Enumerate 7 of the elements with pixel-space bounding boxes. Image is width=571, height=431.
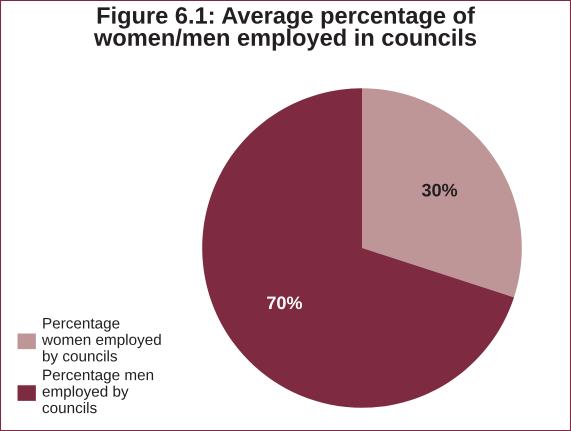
pie-slice <box>202 88 514 408</box>
chart-title: Figure 6.1: Average percentage of women/men employed in councils <box>94 6 476 51</box>
pie-slice <box>362 88 522 298</box>
legend-label: Percentage women employed by councils <box>42 318 161 365</box>
data-label: 70% <box>267 296 302 310</box>
legend-label: Percentage men employed by councils <box>42 370 154 414</box>
data-label: 30% <box>422 184 458 197</box>
